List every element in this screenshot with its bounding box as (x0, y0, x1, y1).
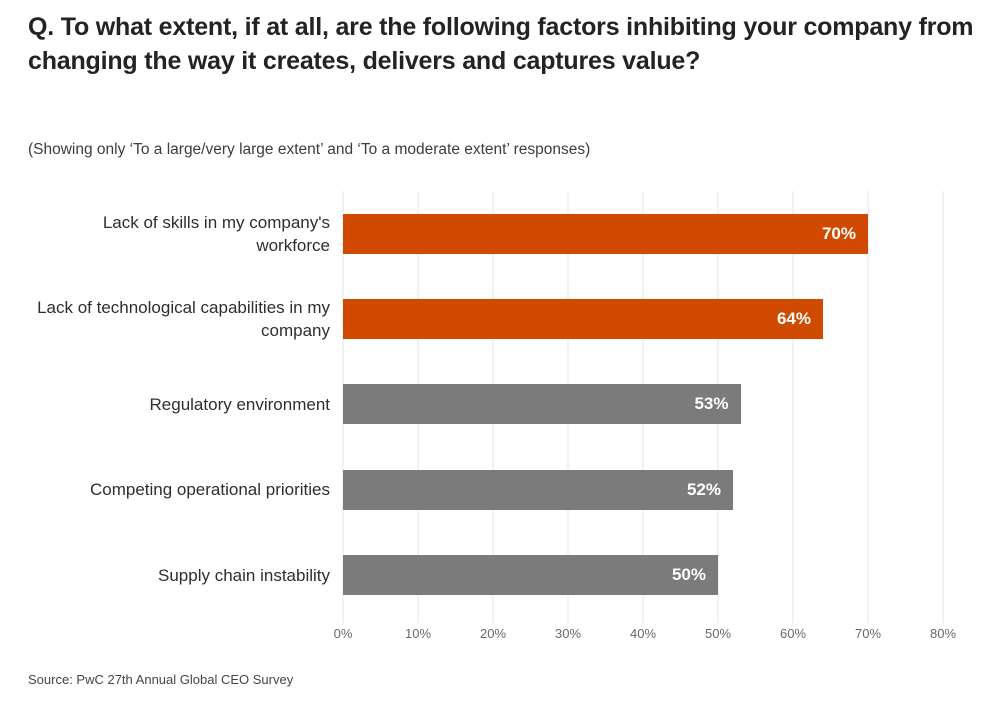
x-axis-tick-labels: 0% 10% 20% 30% 40% 50% 60% 70% 80% (334, 626, 956, 642)
bar: 52% (343, 469, 733, 510)
category-label: Supply chain instability (158, 565, 330, 585)
source-note: Source: PwC 27th Annual Global CEO Surve… (28, 672, 294, 687)
x-tick-label: 50% (704, 626, 732, 641)
bar-row: 52% (343, 447, 943, 532)
x-tick-label: 40% (629, 626, 657, 641)
x-tick-label: 0% (333, 626, 353, 641)
chart-subtitle: (Showing only ‘To a large/very large ext… (28, 141, 591, 158)
bar-value-label: 64% (776, 309, 811, 329)
chart-question-title: Q. To what extent, if at all, are the fo… (28, 13, 974, 75)
gridline (867, 191, 869, 623)
bar-row: 70% (343, 191, 943, 276)
bar-chart-plot-area: 70% 64% 53% 52% 50% (342, 191, 944, 623)
x-tick-label: 30% (554, 626, 582, 641)
bar-row: 53% (343, 362, 943, 447)
bar-row: 50% (343, 533, 943, 618)
category-label: Regulatory environment (149, 394, 330, 414)
bar: 64% (343, 299, 823, 340)
bar: 50% (343, 555, 718, 596)
x-tick-label: 80% (929, 626, 957, 641)
category-labels-column: Lack of skills in my company's workforce… (28, 191, 330, 618)
bar-value-label: 50% (671, 565, 706, 585)
x-tick-label: 20% (479, 626, 507, 641)
bar-row: 64% (343, 276, 943, 361)
category-label: Competing operational priorities (89, 480, 330, 500)
category-label: Lack of skills in my company's workforce (102, 212, 330, 255)
x-tick-label: 10% (404, 626, 432, 641)
gridline (942, 191, 944, 623)
x-tick-label: 60% (779, 626, 807, 641)
category-label: Lack of technological capabilities in my… (37, 298, 330, 341)
bar: 53% (343, 384, 741, 425)
bar-value-label: 53% (694, 394, 729, 414)
x-tick-label: 70% (854, 626, 882, 641)
bar-value-label: 70% (821, 223, 856, 243)
bar: 70% (343, 213, 868, 254)
gridline (792, 191, 794, 623)
bar-value-label: 52% (686, 479, 721, 499)
